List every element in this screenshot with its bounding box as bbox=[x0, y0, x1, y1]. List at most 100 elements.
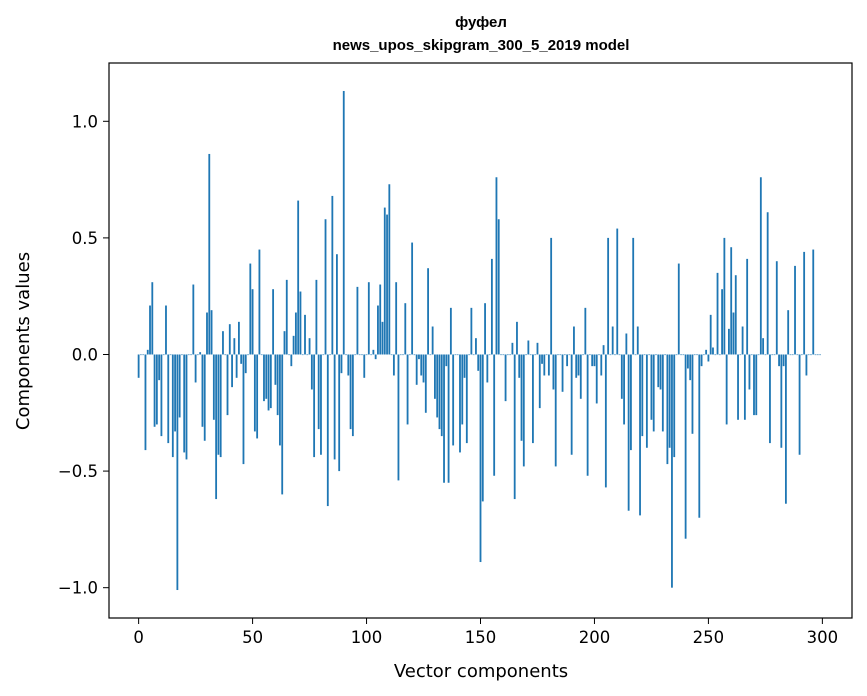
chart-title-line2: news_upos_skipgram_300_5_2019 model bbox=[333, 37, 630, 54]
bar-288 bbox=[794, 265, 796, 355]
bar-78 bbox=[315, 279, 318, 355]
bar-198 bbox=[588, 354, 591, 356]
bar-129 bbox=[431, 326, 434, 355]
bar-148 bbox=[475, 338, 477, 355]
bar-5 bbox=[149, 305, 151, 355]
bar-34 bbox=[215, 354, 218, 500]
bar-58 bbox=[269, 354, 272, 409]
bar-281 bbox=[778, 354, 780, 367]
bar-279 bbox=[773, 354, 776, 356]
bar-28 bbox=[201, 354, 204, 427]
x-tick-label: 150 bbox=[465, 628, 497, 647]
bar-35 bbox=[217, 354, 220, 455]
bar-132 bbox=[438, 354, 441, 430]
bar-160 bbox=[502, 354, 505, 356]
bar-207 bbox=[609, 354, 612, 356]
bar-54 bbox=[260, 354, 263, 356]
bar-29 bbox=[203, 354, 206, 441]
bar-183 bbox=[554, 354, 557, 467]
bar-226 bbox=[652, 354, 655, 432]
bar-232 bbox=[666, 354, 669, 465]
bar-254 bbox=[716, 272, 719, 355]
bar-195 bbox=[582, 354, 584, 356]
bar-171 bbox=[527, 340, 530, 355]
bar-109 bbox=[386, 214, 388, 355]
y-tick-label: 1.0 bbox=[72, 112, 98, 131]
bar-43 bbox=[235, 354, 238, 378]
bar-179 bbox=[545, 354, 548, 356]
bar-275 bbox=[764, 354, 767, 356]
bar-173 bbox=[532, 354, 534, 444]
bar-166 bbox=[516, 321, 518, 355]
bar-159 bbox=[500, 354, 502, 356]
bar-38 bbox=[224, 354, 227, 356]
bar-188 bbox=[566, 354, 569, 367]
bar-85 bbox=[331, 195, 334, 355]
bar-240 bbox=[684, 354, 687, 539]
bar-103 bbox=[372, 349, 375, 355]
bar-110 bbox=[388, 184, 391, 355]
bar-3 bbox=[144, 354, 147, 451]
bar-134 bbox=[443, 354, 445, 483]
bar-154 bbox=[488, 354, 491, 356]
bar-259 bbox=[728, 328, 730, 355]
bar-230 bbox=[661, 354, 664, 432]
bar-20 bbox=[183, 354, 186, 453]
bar-73 bbox=[304, 314, 306, 355]
bar-286 bbox=[789, 354, 792, 356]
bar-142 bbox=[461, 354, 464, 425]
bar-216 bbox=[630, 354, 632, 451]
bar-264 bbox=[739, 354, 742, 356]
bar-130 bbox=[434, 354, 436, 399]
bar-209 bbox=[614, 354, 616, 356]
bar-90 bbox=[342, 90, 345, 355]
bar-71 bbox=[299, 291, 302, 355]
bar-82 bbox=[324, 219, 327, 355]
bar-236 bbox=[675, 354, 678, 356]
bar-220 bbox=[639, 354, 641, 516]
bar-67 bbox=[290, 354, 293, 367]
bar-24 bbox=[192, 284, 195, 355]
bar-83 bbox=[326, 354, 329, 507]
bar-266 bbox=[743, 354, 746, 420]
bar-248 bbox=[702, 354, 705, 356]
bar-81 bbox=[322, 354, 325, 356]
bar-133 bbox=[440, 354, 443, 437]
bar-30 bbox=[206, 312, 208, 355]
bar-241 bbox=[686, 354, 689, 369]
y-axis-ticks: −1.0 −0.5 0.0 0.5 1.0 bbox=[58, 112, 109, 598]
bar-261 bbox=[732, 312, 735, 355]
y-tick-label: 0.0 bbox=[72, 345, 98, 364]
bar-125 bbox=[422, 354, 425, 383]
bar-119 bbox=[408, 354, 411, 356]
bar-10 bbox=[160, 354, 163, 437]
bar-112 bbox=[392, 354, 395, 376]
bar-178 bbox=[543, 354, 546, 376]
bar-258 bbox=[725, 354, 728, 425]
bar-116 bbox=[402, 354, 404, 356]
chart-title-line1: фуфел bbox=[455, 14, 507, 31]
bar-182 bbox=[552, 354, 555, 390]
bar-215 bbox=[627, 354, 630, 511]
bar-231 bbox=[664, 354, 667, 356]
bar-203 bbox=[600, 354, 603, 376]
bar-19 bbox=[181, 354, 183, 356]
bar-211 bbox=[618, 354, 621, 356]
bar-64 bbox=[283, 331, 286, 355]
bar-222 bbox=[643, 354, 646, 356]
bar-208 bbox=[611, 326, 614, 355]
bar-70 bbox=[297, 200, 300, 355]
bar-146 bbox=[470, 307, 473, 355]
bar-200 bbox=[593, 354, 596, 367]
bar-193 bbox=[577, 354, 580, 376]
bar-21 bbox=[185, 354, 188, 460]
bar-107 bbox=[381, 321, 384, 355]
bar-91 bbox=[345, 354, 347, 356]
bar-96 bbox=[356, 286, 359, 355]
bar-163 bbox=[509, 354, 512, 356]
bar-1 bbox=[140, 354, 142, 356]
bar-263 bbox=[737, 354, 739, 420]
bar-233 bbox=[668, 354, 671, 448]
bar-131 bbox=[436, 354, 439, 418]
